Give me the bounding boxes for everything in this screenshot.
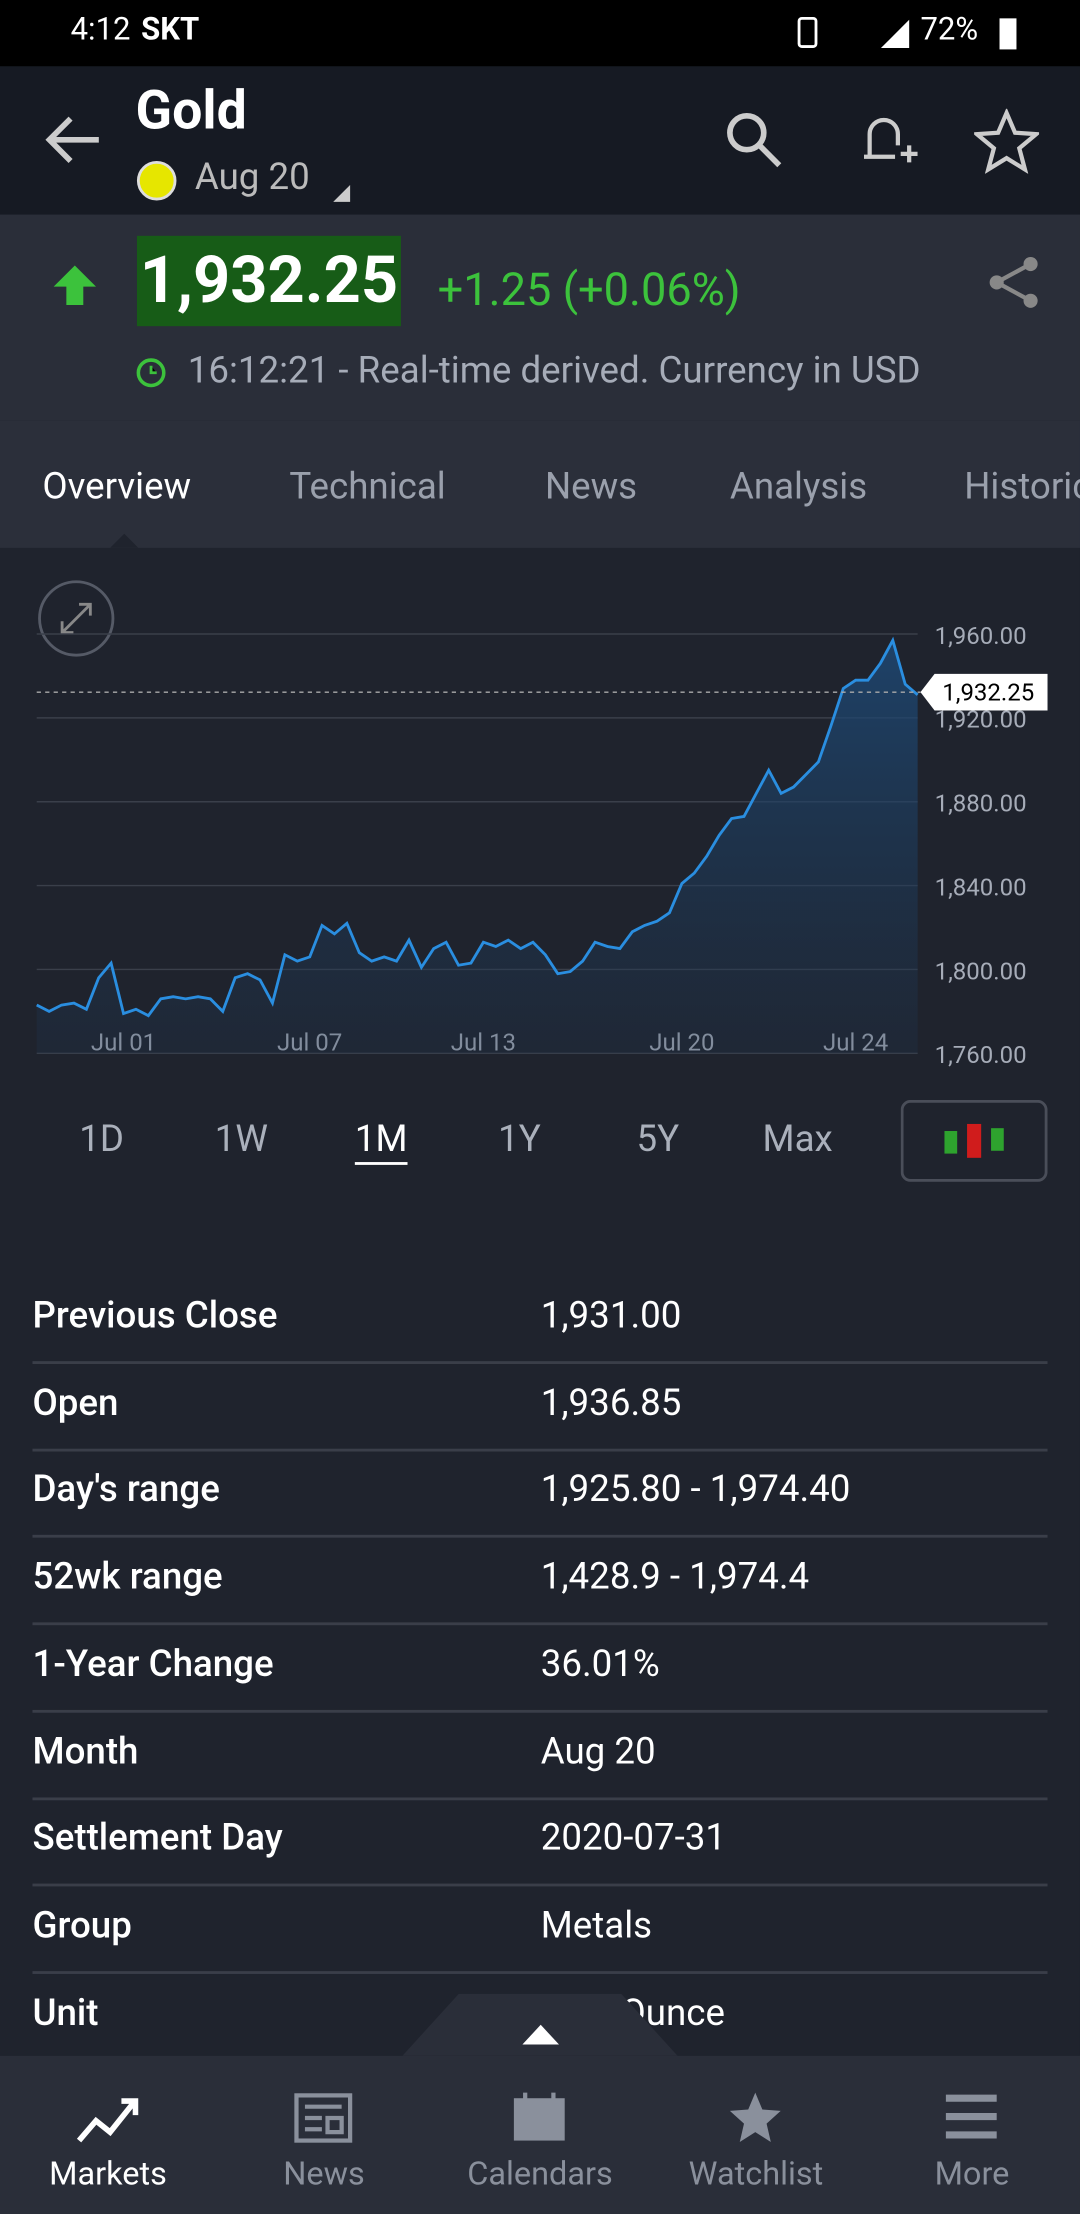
stat-value: 1,936.85 — [540, 1381, 682, 1425]
search-button[interactable] — [723, 109, 785, 171]
stat-row: Group Metals — [32, 1885, 1048, 1974]
back-button[interactable] — [42, 112, 104, 168]
clock: 4:12 — [70, 12, 131, 49]
stat-value: 36.01% — [540, 1643, 660, 1686]
more-icon — [945, 2094, 997, 2139]
tab-indicator — [110, 533, 139, 548]
stat-label: 1-Year Change — [32, 1643, 274, 1686]
nav-item[interactable]: More — [934, 2154, 1010, 2193]
stat-label: Unit — [32, 1991, 99, 2035]
stat-label: Group — [32, 1904, 132, 1947]
stat-row: Previous Close 1,931.00 — [32, 1275, 1048, 1364]
stat-value: Aug 20 — [540, 1730, 656, 1773]
news-icon — [294, 2093, 353, 2143]
calendar-icon — [513, 2092, 565, 2141]
expand-arrow — [522, 2024, 560, 2045]
stat-row: 1-Year Change 36.01% — [32, 1624, 1048, 1713]
watchlist-icon — [729, 2092, 781, 2142]
nav-item[interactable]: Calendars — [467, 2154, 613, 2193]
stat-row: Month Aug 20 — [32, 1711, 1048, 1800]
price: 1,932.25 — [136, 235, 401, 327]
battery-level: 72% — [920, 12, 979, 49]
range-button[interactable]: 1M — [354, 1118, 408, 1161]
quote-time: 16:12:21 - Real-time derived. Currency i… — [187, 350, 921, 393]
chart-type-button[interactable] — [900, 1099, 1048, 1182]
price-change: +1.25 (+0.06%) — [437, 262, 741, 317]
stat-row: 52wk range 1,428.9 - 1,974.4 — [32, 1536, 1048, 1626]
share-button[interactable] — [985, 254, 1041, 310]
y-tick-label: 1,800.00 — [935, 957, 1027, 985]
battery-icon — [999, 18, 1017, 50]
bottom-nav: Markets News Calendars Watchlist More — [0, 2055, 1080, 2214]
clock-icon — [136, 358, 166, 388]
stat-value: 1,931.00 — [540, 1294, 682, 1338]
tab[interactable]: News — [544, 465, 638, 509]
gold-icon — [136, 160, 177, 201]
stat-row: Settlement Day 2020-07-31 — [32, 1798, 1048, 1887]
y-tick-label: 1,880.00 — [935, 790, 1027, 818]
stat-label: 52wk range — [32, 1556, 223, 1599]
stat-label: Open — [32, 1381, 119, 1425]
contract-select[interactable]: Aug 20 — [194, 156, 310, 200]
up-arrow — [53, 265, 96, 305]
stat-row: Day's range 1,925.80 - 1,974.40 — [32, 1449, 1048, 1539]
alert-button[interactable] — [853, 109, 918, 174]
current-price-label: 1,932.25 — [942, 679, 1034, 707]
tab[interactable]: Historical — [964, 465, 1080, 509]
y-tick-label: 1,760.00 — [935, 1041, 1027, 1069]
stat-row: Open 1,936.85 — [32, 1362, 1048, 1452]
watchlist-button[interactable] — [974, 108, 1040, 174]
range-button[interactable]: 1Y — [498, 1118, 541, 1161]
tab-bar: Overview Technical News Analysis Histori… — [0, 420, 1080, 548]
y-tick-label: 1,960.00 — [935, 622, 1027, 650]
range-button[interactable]: Max — [762, 1118, 833, 1161]
stat-value: 1,428.9 - 1,974.4 — [540, 1556, 810, 1599]
price-chart: 1,760.001,800.001,840.001,880.001,920.00… — [36, 580, 1048, 1069]
range-button[interactable]: 1W — [214, 1118, 269, 1161]
current-price-tag — [920, 673, 1048, 711]
stat-label: Day's range — [32, 1469, 220, 1512]
price-line — [36, 636, 919, 1018]
status-bar: 4:12 SKT 72% — [0, 0, 1080, 67]
nav-item[interactable]: Markets — [49, 2154, 167, 2193]
stat-label: Month — [32, 1730, 139, 1773]
stat-value: Metals — [540, 1904, 653, 1947]
quote-panel: 1,932.25 +1.25 (+0.06%) 16:12:21 - Real-… — [0, 214, 1080, 421]
status-icons — [797, 16, 910, 49]
stat-value: 1,925.80 - 1,974.40 — [540, 1469, 851, 1512]
y-tick-label: 1,840.00 — [935, 873, 1027, 901]
tab[interactable]: Technical — [289, 465, 446, 509]
tab[interactable]: Overview — [42, 465, 192, 509]
nav-item[interactable]: News — [283, 2154, 365, 2193]
stat-value: 2020-07-31 — [540, 1817, 727, 1860]
markets-icon — [76, 2098, 139, 2143]
expand-button[interactable] — [38, 580, 115, 657]
carrier: SKT — [141, 12, 200, 49]
range-button[interactable]: 5Y — [636, 1118, 680, 1161]
nav-item[interactable]: Watchlist — [688, 2154, 824, 2193]
tab[interactable]: Analysis — [729, 465, 868, 509]
range-button[interactable]: 1D — [79, 1118, 125, 1161]
stat-label: Settlement Day — [32, 1817, 283, 1860]
dropdown-arrow — [333, 184, 351, 202]
expand-icon — [60, 602, 92, 634]
area — [36, 640, 918, 1054]
app-header: Gold Aug 20 — [0, 66, 1080, 215]
title: Gold — [135, 80, 247, 143]
stat-label: Previous Close — [32, 1294, 278, 1338]
